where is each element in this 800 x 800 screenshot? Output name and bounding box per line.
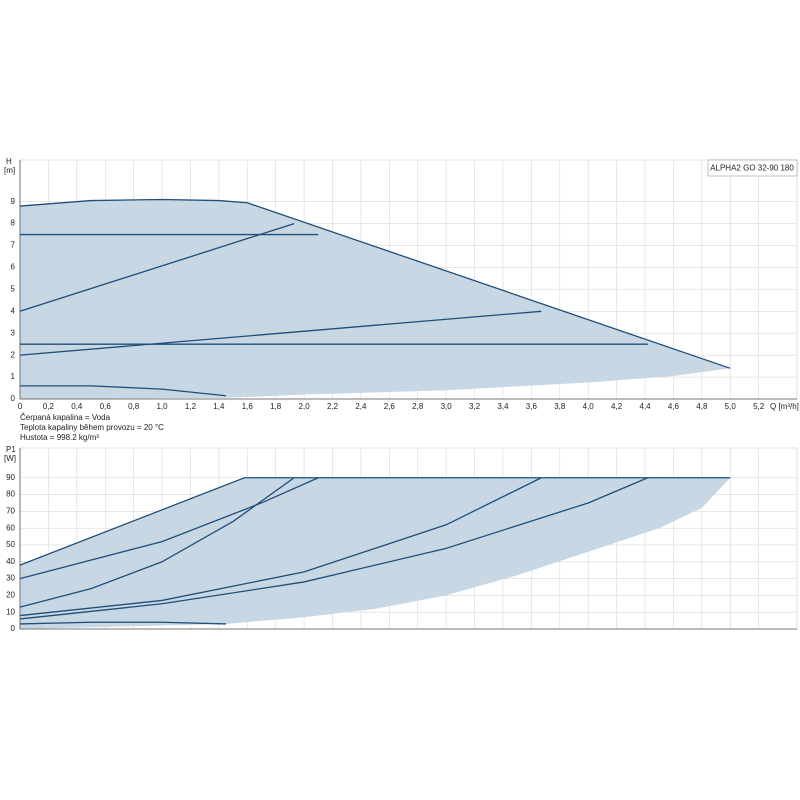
y-tick-label: 6 xyxy=(11,263,16,272)
y-axis-label: H xyxy=(6,157,12,166)
y-axis-label: P1 xyxy=(6,445,16,454)
curve xyxy=(19,222,295,312)
note: Hustota = 998.2 kg/m³ xyxy=(20,433,99,442)
x-tick-label: 1,0 xyxy=(156,402,168,411)
x-tick-label: 1,4 xyxy=(213,402,225,411)
x-tick-label: 2,0 xyxy=(299,402,311,411)
x-tick-label: 3,8 xyxy=(554,402,566,411)
x-tick-label: 2,4 xyxy=(355,402,367,411)
operating-area xyxy=(20,199,731,399)
x-tick-label: 4,6 xyxy=(668,402,680,411)
y-tick-label: 5 xyxy=(11,284,16,293)
y-tick-label: 4 xyxy=(11,306,16,315)
curve xyxy=(19,477,731,566)
y-tick-label: 70 xyxy=(6,506,15,515)
title-box xyxy=(707,159,798,177)
y-tick-label: 0 xyxy=(11,394,16,403)
curve xyxy=(19,477,319,580)
x-tick-label: 3,2 xyxy=(469,402,481,411)
y-tick-label: 10 xyxy=(6,607,15,616)
y-tick-label: 80 xyxy=(6,490,15,499)
curve xyxy=(20,385,227,397)
operating-area xyxy=(20,477,731,629)
curve xyxy=(19,477,542,617)
y-tick-label: 1 xyxy=(11,372,16,381)
x-tick-label: 0,8 xyxy=(128,402,140,411)
curve xyxy=(19,621,226,625)
x-tick-label: 4,0 xyxy=(583,402,595,411)
x-tick-label: 3,4 xyxy=(497,402,509,411)
y-axis-unit: [W] xyxy=(4,454,16,463)
x-tick-label: 1,2 xyxy=(185,402,197,411)
x-axis-label: Q [m³/h] xyxy=(770,402,799,411)
x-tick-label: 0 xyxy=(18,402,23,411)
x-tick-label: 3,6 xyxy=(526,402,538,411)
y-tick-label: 3 xyxy=(11,328,16,337)
y-tick-label: 60 xyxy=(6,523,15,532)
y-tick-label: 0 xyxy=(11,624,16,633)
x-tick-label: 2,8 xyxy=(412,402,424,411)
x-tick-label: 0,6 xyxy=(100,402,112,411)
x-tick-label: 2,2 xyxy=(327,402,339,411)
y-tick-label: 50 xyxy=(6,540,15,549)
x-tick-label: 2,6 xyxy=(384,402,396,411)
curve xyxy=(19,198,731,369)
y-tick-label: 90 xyxy=(6,473,15,482)
y-tick-label: 30 xyxy=(6,574,15,583)
x-tick-label: 1,6 xyxy=(242,402,254,411)
y-axis-unit: [m] xyxy=(4,166,15,175)
x-tick-label: 5,2 xyxy=(753,402,765,411)
x-tick-label: 4,8 xyxy=(696,402,708,411)
x-tick-label: 3,0 xyxy=(441,402,453,411)
x-tick-label: 4,2 xyxy=(611,402,623,411)
x-tick-label: 5,0 xyxy=(725,402,737,411)
y-tick-label: 9 xyxy=(11,197,16,206)
curve xyxy=(19,310,542,356)
y-tick-label: 20 xyxy=(6,590,15,599)
curve xyxy=(19,477,649,620)
x-tick-label: 4,4 xyxy=(639,402,651,411)
curve xyxy=(19,477,295,608)
x-tick-label: 0,4 xyxy=(71,402,83,411)
x-tick-label: 1,8 xyxy=(270,402,282,411)
y-tick-label: 2 xyxy=(11,350,16,359)
y-tick-label: 8 xyxy=(11,219,16,228)
y-tick-label: 7 xyxy=(11,241,16,250)
note: Teplota kapaliny během provozu = 20 °C xyxy=(20,423,164,432)
title: ALPHA2 GO 32-90 180 xyxy=(710,164,794,173)
y-tick-label: 40 xyxy=(6,557,15,566)
x-tick-label: 0,2 xyxy=(43,402,55,411)
note: Čerpaná kapalina = Voda xyxy=(20,413,111,422)
